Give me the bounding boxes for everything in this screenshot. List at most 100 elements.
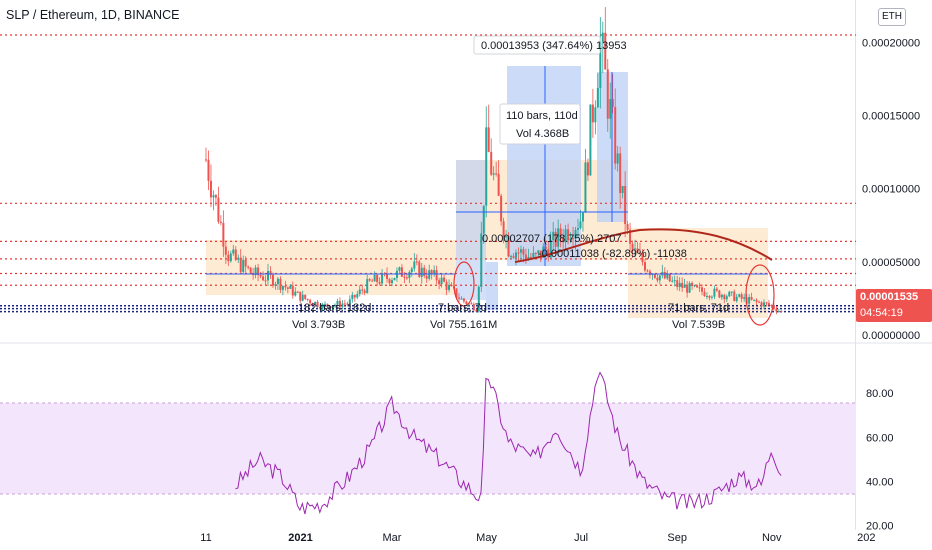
- candle-body: [497, 173, 500, 196]
- candle-body: [376, 274, 379, 282]
- candle-body: [604, 32, 607, 70]
- candle-body: [705, 295, 708, 297]
- candle-body: [487, 127, 490, 152]
- currency-badge[interactable]: ETH: [878, 8, 906, 26]
- candle-body: [274, 284, 277, 286]
- candle-body: [336, 300, 339, 305]
- candle-body: [698, 287, 701, 289]
- candle-body: [284, 285, 287, 288]
- candle-body: [599, 41, 602, 88]
- candle-body: [371, 280, 374, 282]
- candle-body: [415, 261, 418, 263]
- highlight-circle-2: [745, 264, 775, 326]
- candle-body: [507, 236, 510, 257]
- vol-label-1: Vol 3.793B: [292, 319, 345, 331]
- candle-body: [495, 173, 498, 175]
- candle-body: [247, 266, 250, 268]
- candle-body: [614, 106, 617, 164]
- rsi-tick-label: 40.00: [866, 476, 894, 488]
- candle-body: [621, 186, 624, 194]
- candle-body: [271, 274, 274, 286]
- measure-box-blue-4[interactable]: [486, 262, 498, 310]
- top-measure-label: 0.00013953 (347.64%) 13953: [481, 40, 627, 52]
- candle-body: [232, 249, 235, 254]
- bars-info-line2: Vol 4.368B: [516, 128, 569, 140]
- candle-body: [500, 195, 503, 222]
- time-tick-label: Mar: [383, 532, 402, 544]
- candle-body: [378, 281, 381, 284]
- candle-body: [373, 274, 376, 282]
- candle-body: [529, 256, 532, 258]
- candle-body: [333, 304, 336, 307]
- candle-body: [728, 291, 731, 297]
- bars-info-box: [499, 103, 581, 145]
- trend-curve: [514, 228, 773, 263]
- vol-label-2: Vol 755.161M: [430, 319, 497, 331]
- y-axis-ticks: 0.00020000 0.00015000 0.00010000 0.00005000…: [862, 37, 920, 532]
- candle-body: [299, 291, 302, 301]
- candle-body: [227, 254, 230, 262]
- candle-body: [324, 303, 327, 305]
- candle-body: [460, 298, 463, 300]
- candle-body: [591, 104, 594, 123]
- candle-body: [775, 308, 778, 312]
- candle-body: [205, 159, 207, 161]
- horizontal-levels: [0, 34, 856, 313]
- candle-body: [405, 277, 408, 279]
- candle-body: [594, 107, 597, 123]
- candle-body: [443, 277, 446, 282]
- candle-body: [224, 246, 227, 255]
- candle-body: [562, 238, 565, 243]
- candle-body: [639, 252, 641, 254]
- candle-body: [331, 306, 334, 309]
- candle-body: [510, 256, 513, 258]
- rsi-tick-label: 80.00: [866, 388, 894, 400]
- candle-body: [423, 267, 426, 276]
- last-price-value: 0.00001535: [860, 291, 919, 303]
- candle-body: [544, 246, 547, 250]
- candle-body: [358, 289, 361, 295]
- candle-body: [279, 278, 282, 290]
- candle-body: [515, 252, 517, 258]
- candle-body: [408, 271, 411, 279]
- candle-body: [691, 282, 694, 286]
- price-tick-label: 0.00000000: [862, 330, 920, 342]
- candle-body: [438, 280, 441, 285]
- candle-body: [701, 287, 703, 292]
- low-measure-label-1: 182 bars, 182d: [298, 302, 371, 314]
- candle-body: [311, 303, 314, 305]
- candle-body: [581, 212, 584, 222]
- time-tick-label: 2021: [288, 532, 312, 544]
- candle-body: [629, 229, 632, 244]
- candle-body: [286, 287, 289, 289]
- bar-countdown: 04:54:19: [860, 307, 903, 319]
- candle-body: [403, 276, 406, 278]
- candle-body: [517, 252, 520, 254]
- time-tick-label: 202: [857, 532, 875, 544]
- candle-body: [557, 228, 560, 247]
- candle-body: [244, 259, 247, 267]
- candle-body: [242, 259, 245, 272]
- candle-body: [214, 195, 217, 198]
- candle-body: [631, 243, 634, 250]
- candle-body: [596, 87, 599, 108]
- low-measure-label-3: 71 bars, 71d: [668, 302, 729, 314]
- candle-body: [420, 267, 423, 277]
- candle-body: [306, 298, 309, 300]
- candle-body: [696, 285, 699, 288]
- candle-body: [619, 153, 622, 194]
- candle-body: [353, 294, 356, 298]
- candle-body: [209, 180, 212, 198]
- candle-body: [715, 288, 718, 291]
- candle-body: [430, 270, 433, 275]
- candle-body: [229, 253, 232, 262]
- candle-body: [755, 299, 758, 302]
- candle-body: [269, 271, 272, 275]
- candle-body: [296, 291, 299, 293]
- candle-body: [658, 275, 661, 281]
- candle-body: [505, 236, 508, 238]
- candle-body: [249, 267, 252, 273]
- candle-body: [668, 274, 671, 282]
- candle-body: [490, 151, 493, 175]
